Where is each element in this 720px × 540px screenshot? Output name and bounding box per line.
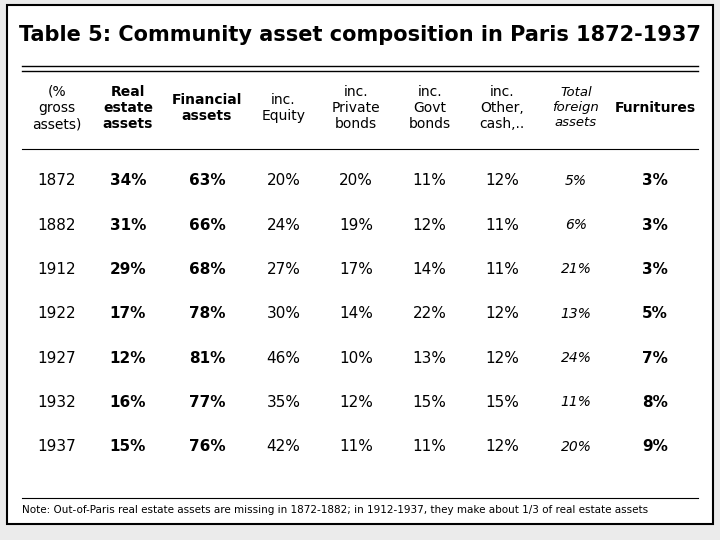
- Text: inc.
Private
bonds: inc. Private bonds: [332, 85, 380, 131]
- Text: Financial
assets: Financial assets: [172, 93, 242, 123]
- Text: 14%: 14%: [413, 262, 446, 277]
- Text: 3%: 3%: [642, 262, 668, 277]
- Text: 5%: 5%: [642, 306, 668, 321]
- Text: 20%: 20%: [339, 173, 373, 188]
- Text: 22%: 22%: [413, 306, 446, 321]
- Text: 31%: 31%: [109, 218, 146, 233]
- Text: 24%: 24%: [266, 218, 300, 233]
- Text: 63%: 63%: [189, 173, 225, 188]
- Text: 12%: 12%: [485, 350, 519, 366]
- Text: 12%: 12%: [485, 173, 519, 188]
- Text: 27%: 27%: [266, 262, 300, 277]
- Text: Furnitures: Furnitures: [614, 101, 696, 115]
- Text: 15%: 15%: [485, 395, 519, 410]
- Text: 30%: 30%: [266, 306, 300, 321]
- Text: 11%: 11%: [485, 262, 519, 277]
- Text: 12%: 12%: [413, 218, 446, 233]
- Text: 11%: 11%: [339, 439, 373, 454]
- Text: 17%: 17%: [109, 306, 146, 321]
- Text: 11%: 11%: [485, 218, 519, 233]
- Text: 1937: 1937: [37, 439, 76, 454]
- Text: 12%: 12%: [339, 395, 373, 410]
- Text: 68%: 68%: [189, 262, 225, 277]
- Text: 14%: 14%: [339, 306, 373, 321]
- Text: 34%: 34%: [109, 173, 146, 188]
- Text: 24%: 24%: [560, 351, 591, 365]
- Text: 7%: 7%: [642, 350, 668, 366]
- Text: Table 5: Community asset composition in Paris 1872-1937: Table 5: Community asset composition in …: [19, 25, 701, 45]
- Text: 6%: 6%: [565, 218, 587, 232]
- Text: 46%: 46%: [266, 350, 300, 366]
- Text: 11%: 11%: [413, 173, 446, 188]
- Text: 12%: 12%: [485, 439, 519, 454]
- Text: 3%: 3%: [642, 218, 668, 233]
- Text: 1872: 1872: [38, 173, 76, 188]
- Text: 5%: 5%: [565, 174, 587, 188]
- Text: Total
foreign
assets: Total foreign assets: [552, 86, 599, 130]
- Text: 17%: 17%: [339, 262, 373, 277]
- Text: (%
gross
assets): (% gross assets): [32, 85, 82, 131]
- Text: 3%: 3%: [642, 173, 668, 188]
- Text: 21%: 21%: [560, 262, 591, 276]
- Text: 16%: 16%: [109, 395, 146, 410]
- Text: 9%: 9%: [642, 439, 668, 454]
- Text: 12%: 12%: [485, 306, 519, 321]
- Text: inc.
Govt
bonds: inc. Govt bonds: [409, 85, 451, 131]
- Text: 81%: 81%: [189, 350, 225, 366]
- Text: 76%: 76%: [189, 439, 225, 454]
- Text: inc.
Other,
cash,..: inc. Other, cash,..: [480, 85, 525, 131]
- Text: 15%: 15%: [413, 395, 446, 410]
- Text: 1882: 1882: [38, 218, 76, 233]
- Text: 1932: 1932: [37, 395, 76, 410]
- Text: 35%: 35%: [266, 395, 300, 410]
- Text: 29%: 29%: [109, 262, 146, 277]
- Text: 42%: 42%: [266, 439, 300, 454]
- Text: 77%: 77%: [189, 395, 225, 410]
- Text: 13%: 13%: [560, 307, 591, 321]
- Text: 10%: 10%: [339, 350, 373, 366]
- Text: 78%: 78%: [189, 306, 225, 321]
- Text: 20%: 20%: [266, 173, 300, 188]
- Text: 19%: 19%: [339, 218, 373, 233]
- Text: 8%: 8%: [642, 395, 668, 410]
- Text: 20%: 20%: [560, 440, 591, 454]
- Text: Real
estate
assets: Real estate assets: [103, 85, 153, 131]
- Text: 1922: 1922: [37, 306, 76, 321]
- Text: inc.
Equity: inc. Equity: [261, 93, 305, 123]
- Text: 66%: 66%: [189, 218, 225, 233]
- Text: 1912: 1912: [37, 262, 76, 277]
- Text: 11%: 11%: [560, 395, 591, 409]
- Text: Note: Out-of-Paris real estate assets are missing in 1872-1882; in 1912-1937, th: Note: Out-of-Paris real estate assets ar…: [22, 505, 648, 515]
- Text: 15%: 15%: [109, 439, 146, 454]
- Text: 11%: 11%: [413, 439, 446, 454]
- Text: 13%: 13%: [413, 350, 446, 366]
- Text: 12%: 12%: [109, 350, 146, 366]
- Text: 1927: 1927: [37, 350, 76, 366]
